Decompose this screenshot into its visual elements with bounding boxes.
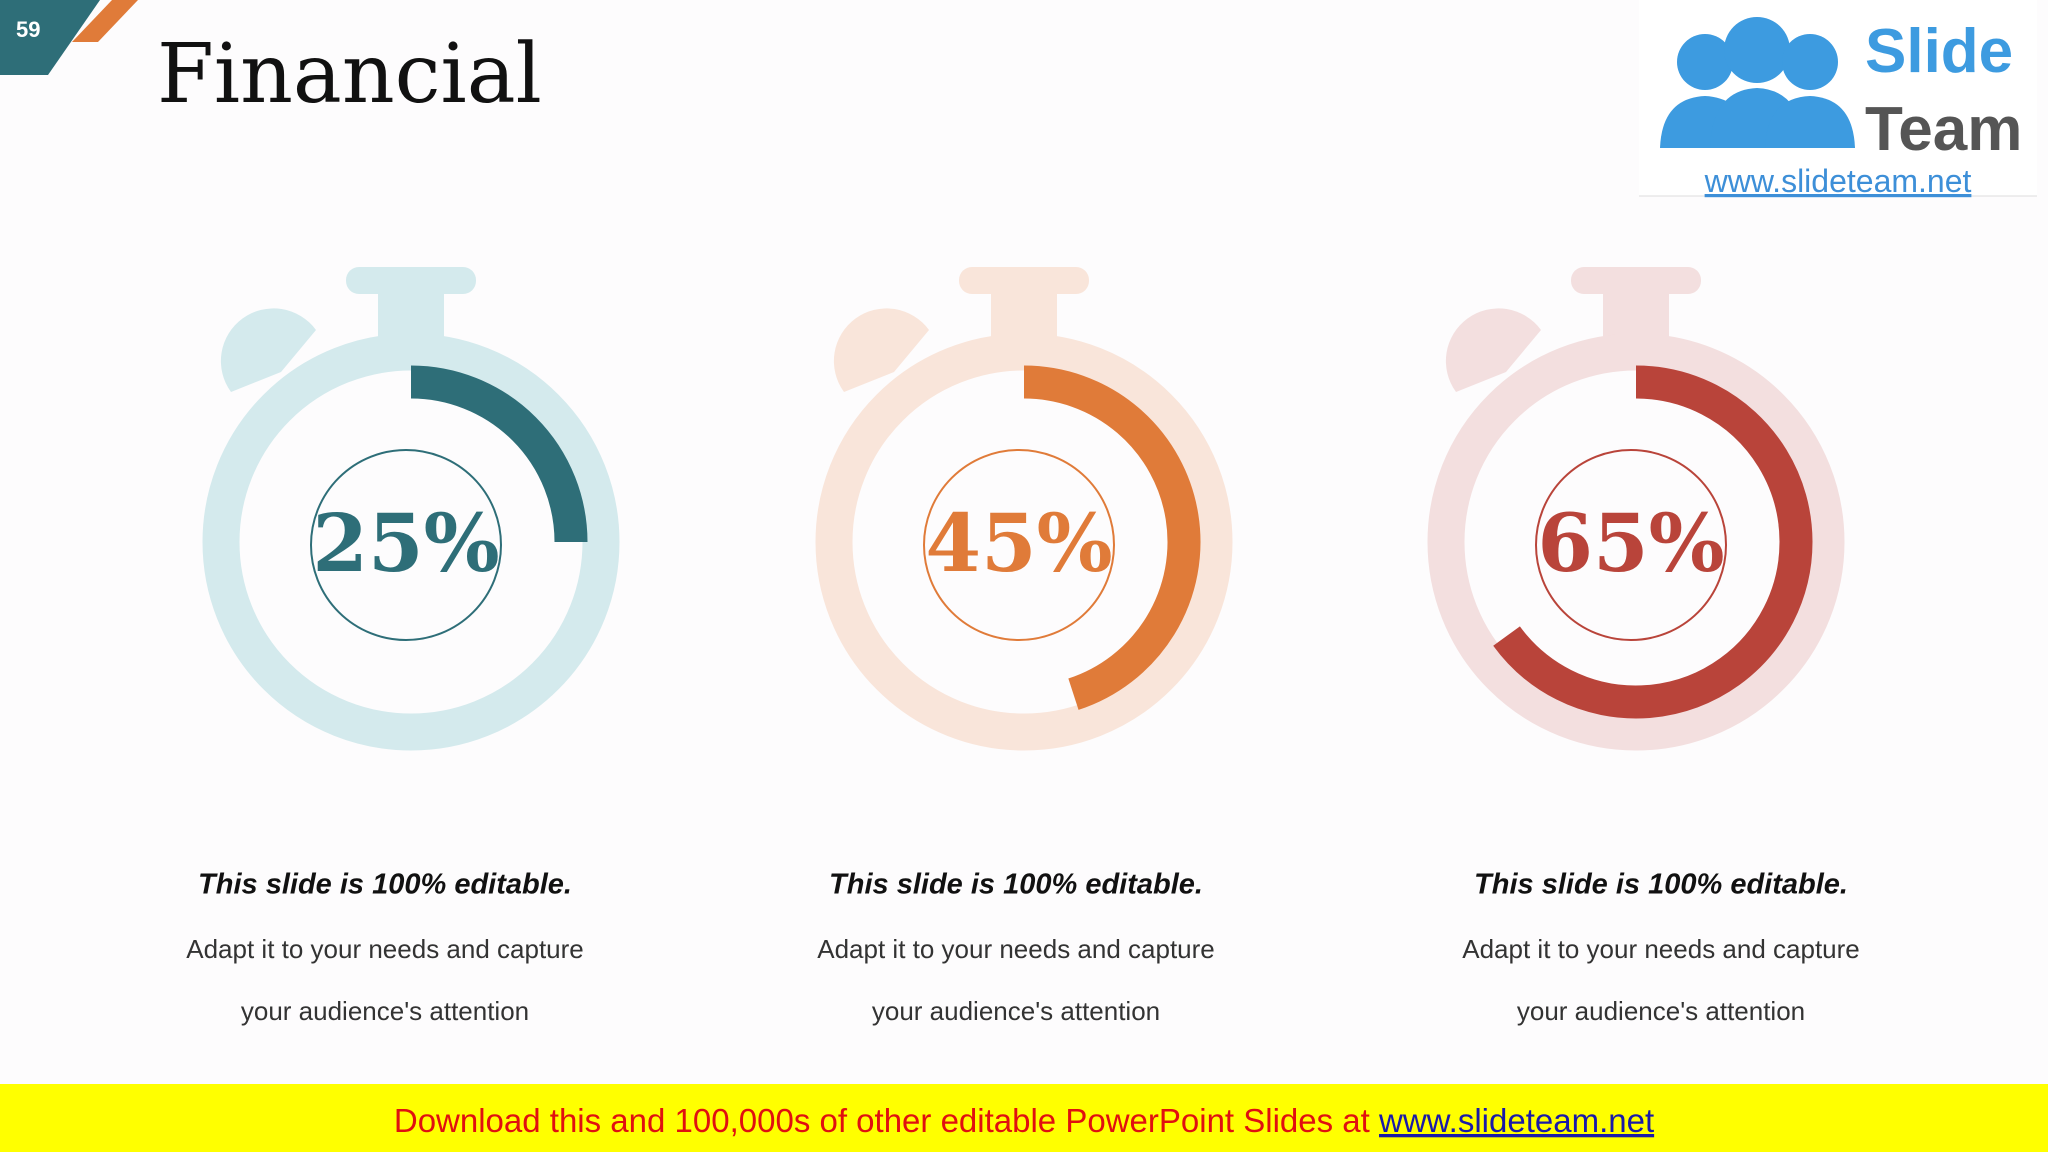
value-label: 65% [1537,496,1724,590]
gauge-track [815,333,1233,751]
value-label: 25% [312,496,499,590]
value-label: 45% [925,496,1112,590]
caption-line: Adapt it to your needs and capture [1462,934,1860,964]
logo-head [1782,34,1838,90]
caption-line: your audience's attention [872,996,1160,1026]
gauge-track [1427,333,1845,751]
stopwatch-button [220,308,316,392]
logo-head [1677,34,1733,90]
gauge-arc [1493,365,1813,719]
gauge-arc [410,365,588,543]
logo-body [1765,96,1855,148]
gauge: 25% [202,267,620,751]
value-ring [1535,449,1727,641]
gauge-arc [1023,365,1201,710]
banner-text: Download this and 100,000s of other edit… [394,1102,1654,1139]
stopwatch-button [1445,308,1541,392]
caption-line: your audience's attention [241,996,529,1026]
tab-stripe [72,0,138,42]
gauge: 45% [815,267,1233,751]
caption-heading: This slide is 100% editable. [1474,869,1848,901]
value-ring [923,449,1115,641]
caption-line: Adapt it to your needs and capture [186,934,584,964]
caption-line: Adapt it to your needs and capture [817,934,1215,964]
banner [0,1084,2048,1152]
caption-heading: This slide is 100% editable. [198,869,572,901]
title: Financial [157,27,542,122]
logo-url[interactable]: www.slideteam.net [1704,163,1972,199]
gauge-track [202,333,620,751]
logo-head [1724,17,1790,83]
logo-word: Team [1865,95,2022,164]
logo-word: Slide [1865,17,2013,86]
stopwatch-button [833,308,929,392]
slide-number: 59 [16,17,40,42]
value-ring [310,449,502,641]
banner-message: Download this and 100,000s of other edit… [394,1102,1379,1139]
number-tab [0,0,100,75]
logo: Slide Team www.slideteam.net [1639,0,2037,199]
caption-line: your audience's attention [1517,996,1805,1026]
caption-heading: This slide is 100% editable. [829,869,1203,901]
banner-link[interactable]: www.slideteam.net [1378,1102,1654,1139]
gauge: 65% [1427,267,1845,751]
